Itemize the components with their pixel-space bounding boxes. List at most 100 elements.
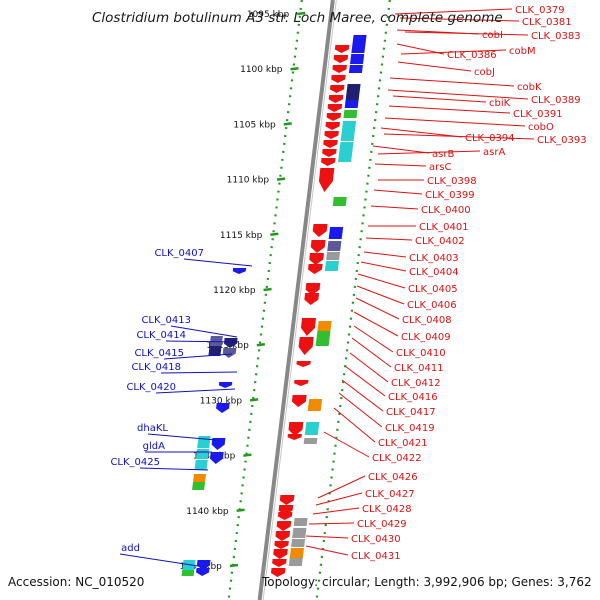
reverse-gene-label: CLK_0393: [537, 135, 587, 146]
reverse-leader-line: [400, 49, 507, 55]
reverse-gene-label: cobI: [482, 30, 503, 41]
forward-leader-line: [147, 433, 217, 441]
reverse-gene-block: [292, 528, 307, 538]
reverse-leader-line: [377, 150, 481, 155]
tick-label: 1140 kbp: [186, 507, 229, 517]
reverse-gene-arrow: [328, 95, 344, 103]
reverse-gene-label: CLK_0427: [365, 489, 415, 500]
reverse-leader-line: [363, 251, 407, 258]
reverse-leader-line: [317, 475, 366, 499]
tick-label: 1105 kbp: [233, 120, 276, 130]
reverse-gene-arrow: [305, 283, 321, 295]
reverse-leader-line: [380, 127, 463, 138]
tick-mark: [229, 563, 239, 568]
tick-label: 1100 kbp: [240, 65, 283, 75]
reverse-gene-block: [345, 84, 361, 101]
forward-leader-line: [139, 467, 209, 471]
reverse-gene-arrow: [329, 85, 345, 93]
reverse-leader-line: [365, 237, 413, 241]
accession-text: Accession: NC_010520: [8, 575, 145, 589]
reverse-gene-arrow: [274, 541, 289, 549]
reverse-gene-label: CLK_0400: [421, 205, 471, 216]
reverse-gene-arrow: [277, 512, 293, 520]
reverse-gene-label: cobM: [509, 46, 536, 57]
reverse-leader-line: [315, 492, 363, 506]
reverse-gene-block: [307, 399, 323, 411]
reverse-gene-block: [351, 35, 367, 53]
reverse-gene-label: CLK_0391: [513, 109, 563, 120]
page-title: Clostridium botulinum A3 str. Loch Maree…: [92, 10, 503, 26]
reverse-gene-label: asrA: [483, 147, 505, 158]
reverse-gene-arrow: [298, 337, 314, 355]
forward-gene-block: [194, 460, 208, 470]
tick-label: 1130 kbp: [200, 396, 243, 406]
reverse-gene-arrow: [312, 224, 328, 237]
reverse-gene-block: [289, 548, 304, 558]
reverse-gene-arrow: [304, 293, 320, 305]
forward-gene-label: CLK_0420: [126, 382, 176, 393]
backbone-line: [257, 0, 335, 600]
tick-mark: [249, 398, 259, 402]
reverse-leader-line: [353, 311, 399, 337]
reverse-gene-arrow: [323, 140, 338, 148]
forward-leader-line: [165, 340, 239, 343]
reverse-gene-label: CLK_0402: [415, 236, 465, 247]
forward-gene-block: [193, 474, 207, 482]
reverse-leader-line: [394, 8, 513, 15]
reverse-gene-label: CLK_0430: [351, 534, 401, 545]
reverse-leader-line: [344, 365, 386, 397]
tick-label: 1115 kbp: [220, 231, 263, 241]
reverse-gene-label: cobK: [517, 82, 542, 93]
reverse-gene-block: [327, 241, 342, 251]
reverse-gene-label: arsC: [429, 162, 451, 173]
reverse-gene-block: [324, 261, 339, 271]
forward-leader-line: [163, 353, 233, 360]
reverse-gene-label: CLK_0383: [531, 31, 581, 42]
reverse-gene-arrow: [272, 559, 287, 567]
reverse-gene-label: CLK_0403: [409, 253, 459, 264]
reverse-gene-arrow: [270, 568, 286, 577]
forward-gene-label: add: [121, 543, 140, 554]
reverse-gene-label: CLK_0429: [357, 519, 407, 530]
tick-mark: [236, 508, 245, 513]
reverse-leader-line: [333, 407, 376, 443]
reverse-gene-label: CLK_0419: [385, 423, 435, 434]
reverse-leader-line: [392, 95, 487, 103]
forward-gene-label: gldA: [143, 441, 165, 452]
reverse-leader-line: [341, 379, 384, 412]
forward-leader-line: [160, 371, 238, 374]
tick-mark: [276, 177, 286, 181]
reverse-gene-arrow: [300, 318, 317, 336]
forward-gene-block: [209, 336, 223, 346]
label-leader-lines: [119, 8, 535, 567]
reverse-leader-line: [399, 17, 520, 22]
reverse-leader-line: [351, 337, 392, 368]
reverse-gene-block: [341, 121, 357, 131]
reverse-gene-block: [348, 65, 363, 73]
tick-mark: [256, 342, 265, 347]
reverse-gene-label: CLK_0409: [401, 332, 451, 343]
reverse-gene-label: cobO: [528, 122, 554, 133]
reverse-gene-label: CLK_0408: [402, 315, 452, 326]
reverse-leader-line: [374, 163, 427, 167]
reverse-gene-label: CLK_0394: [465, 133, 515, 144]
forward-gene-arrow: [223, 338, 238, 348]
reverse-gene-arrow: [331, 75, 346, 83]
forward-gene-label: CLK_0418: [131, 362, 181, 373]
forward-gene-block: [192, 482, 206, 490]
reverse-gene-arrow: [318, 168, 335, 192]
reverse-gene-label: CLK_0406: [407, 300, 457, 311]
reverse-gene-block: [291, 539, 306, 547]
reverse-leader-line: [404, 31, 529, 36]
reverse-gene-arrow: [321, 158, 336, 166]
reverse-gene-label: CLK_0421: [378, 438, 428, 449]
reverse-gene-label: asrB: [432, 149, 454, 160]
reverse-gene-label: CLK_0398: [427, 176, 477, 187]
forward-gene-label: CLK_0407: [154, 248, 204, 259]
reverse-gene-block: [317, 321, 332, 331]
reverse-gene-block: [288, 558, 303, 566]
reverse-leader-line: [357, 273, 406, 289]
reverse-gene-arrow: [279, 495, 295, 505]
